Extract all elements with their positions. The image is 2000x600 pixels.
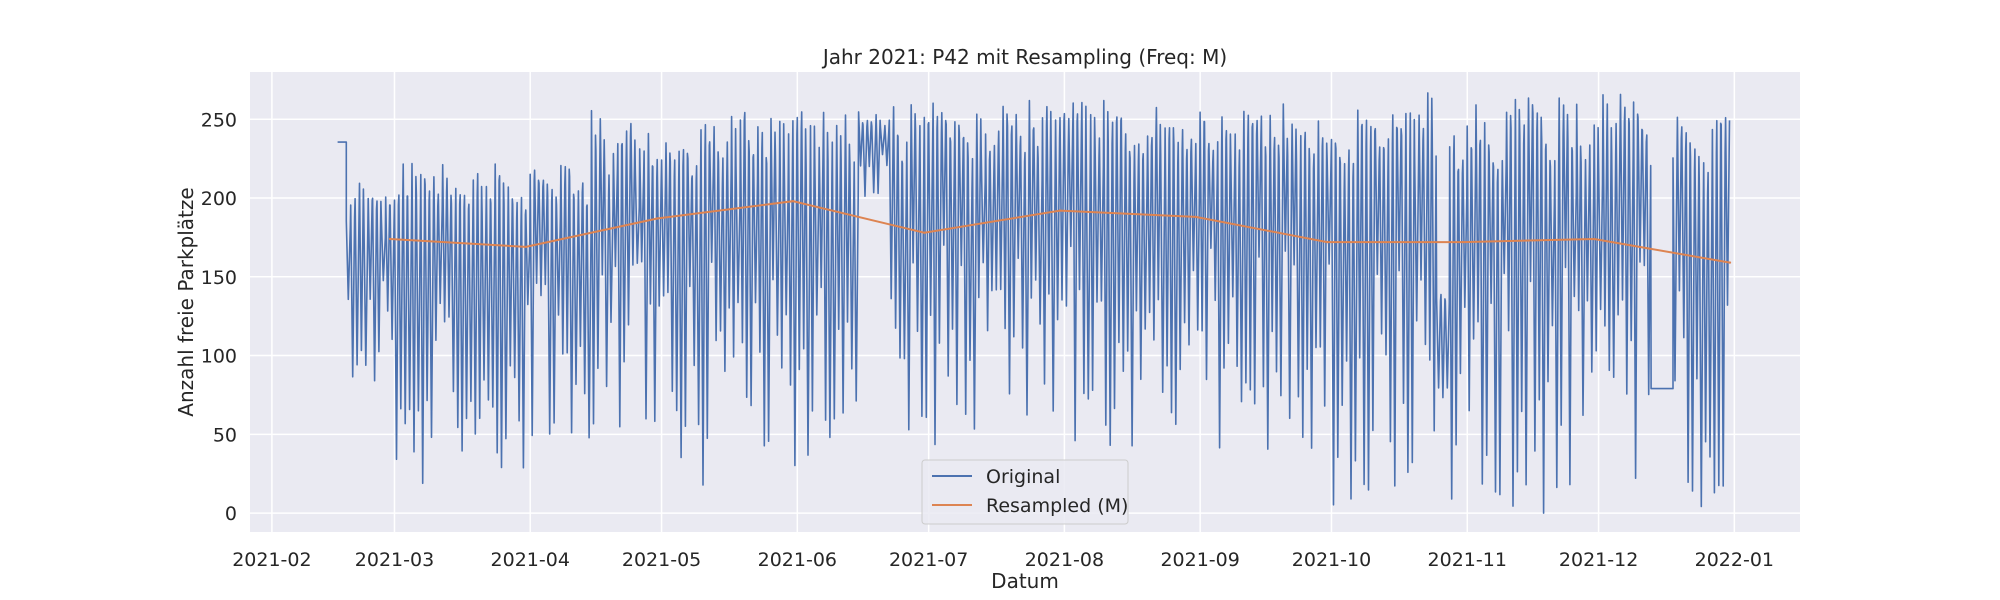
series-resampled [388, 200, 1732, 264]
legend-label-resampled: Resampled (M) [986, 495, 1128, 517]
resampled-point [1728, 261, 1732, 264]
chart-title: Jahr 2021: P42 mit Resampling (Freq: M) [821, 45, 1227, 69]
y-tick-label: 0 [225, 503, 237, 525]
x-tick-label: 2021-11 [1428, 549, 1507, 571]
y-tick-label: 100 [201, 346, 237, 368]
legend-box [921, 459, 1129, 525]
y-tick-labels: 0 50 100 150 200 250 [201, 109, 237, 525]
series-original [337, 92, 1731, 514]
resampled-point [923, 231, 926, 234]
resampled-point [524, 245, 527, 249]
x-tick-label: 2021-03 [355, 549, 434, 571]
resampled-point [1058, 209, 1062, 212]
x-tick-label: 2021-12 [1559, 549, 1638, 571]
x-tick-label: 2021-07 [889, 549, 968, 571]
x-tick-label: 2021-08 [1025, 549, 1104, 571]
resampled-point [1194, 215, 1198, 219]
resampled-point [388, 237, 392, 241]
y-tick-label: 250 [201, 109, 237, 131]
y-tick-label: 150 [201, 267, 237, 289]
y-tick-label: 200 [201, 188, 237, 210]
legend-label-original: Original [986, 466, 1060, 488]
x-tick-label: 2021-05 [622, 549, 701, 571]
resampled-point [1461, 240, 1465, 244]
resampled-point [791, 200, 795, 203]
y-axis-title: Anzahl freie Parkplätze [174, 187, 198, 416]
legend: Original Resampled (M) [921, 459, 1129, 525]
x-tick-label: 2021-09 [1160, 549, 1239, 571]
x-tick-label: 2021-04 [491, 549, 570, 571]
x-tick-label: 2021-10 [1292, 549, 1371, 571]
x-tick-label: 2022-01 [1695, 549, 1774, 571]
x-axis-title: Datum [991, 569, 1059, 593]
resampled-point [656, 217, 659, 220]
x-tick-label: 2021-06 [758, 549, 837, 571]
resampled-point [1593, 237, 1596, 241]
resampled-point [1325, 240, 1329, 244]
x-tick-label: 2021-02 [232, 549, 311, 571]
series-line-original [337, 92, 1731, 514]
x-tick-labels: 2021-02 2021-03 2021-04 2021-05 2021-06 2021-… [232, 549, 1774, 571]
y-tick-label: 50 [213, 424, 237, 446]
